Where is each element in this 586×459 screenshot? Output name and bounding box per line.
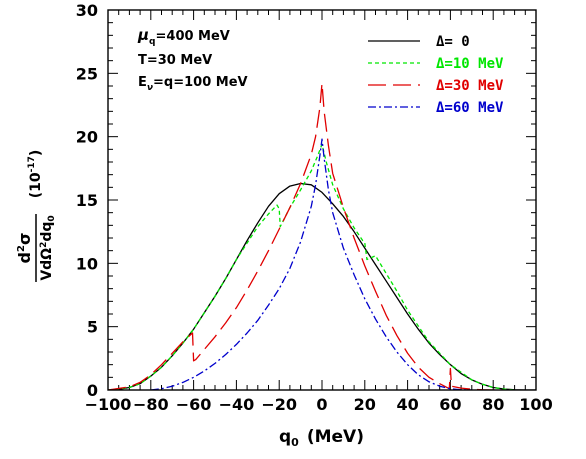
x-tick-label: 40 [396,395,418,414]
x-tick-labels: −100 −80 −60 −40 −20 0 20 40 60 80 100 [85,395,553,414]
x-tick-label: −100 [85,395,132,414]
series-line-1 [108,143,515,390]
y-label-scale: (10-17) [27,150,44,199]
y-tick-label: 25 [76,64,98,83]
series-line-3 [150,138,472,390]
plot-frame [107,9,537,391]
y-tick-label: 30 [76,1,98,20]
y-tick-labels: 0 5 10 15 20 25 30 [76,1,98,400]
param-enu-sub: ν [147,83,153,93]
x-label-main: q [279,427,291,447]
x-tick-label: 0 [316,395,327,414]
y-label-scale-exp: -17 [27,156,37,172]
x-axis-label: q0 (MeV) [279,427,364,449]
x-label-unit: (MeV) [307,427,364,447]
y-label-numerator: d2σ [15,233,34,264]
legend-label-3: Δ=60 MeV [436,100,504,116]
y-label-omega-sup: 2 [39,242,49,248]
param-enu-value: =q=100 MeV [153,75,248,90]
x-tick-label: 80 [482,395,504,414]
y-label-dq: dq [39,222,55,242]
series-line-2 [108,82,504,390]
y-label-sigma: σ [15,233,34,245]
param-neutrino-energy: Eν=q=100 MeV [138,75,248,93]
y-label-vdomega: VdΩ [39,248,55,281]
param-temperature: T=30 MeV [138,53,212,68]
y-tick-label: 5 [87,318,98,337]
param-mu: μq=400 MeV [137,26,230,47]
y-label-d-sup: 2 [16,245,27,252]
series-line-0 [108,182,536,390]
y-label-denominator: VdΩ2dq0 [39,215,57,280]
y-axis-label: d2σ VdΩ2dq0 (10-17) [15,150,57,282]
x-label-sub: 0 [291,436,299,449]
y-label-scale-open: (10 [28,172,44,198]
param-enu-symbol: E [138,75,147,90]
y-label-scale-close: ) [28,150,44,156]
y-tick-label: 0 [87,381,98,400]
y-tick-label: 10 [76,254,98,273]
y-label-d: d [15,252,34,263]
x-tick-label: 100 [519,395,552,414]
param-mu-symbol: μ [137,26,149,44]
x-tick-label: 20 [354,395,376,414]
series-lines [108,82,536,390]
legend-label-2: Δ=30 MeV [436,78,504,94]
x-tick-label: −40 [219,395,255,414]
param-mu-sub: q [149,37,155,47]
y-tick-label: 15 [76,191,98,210]
legend-label-0: Δ= 0 [436,34,470,50]
y-tick-label: 20 [76,128,98,147]
x-tick-label: 60 [439,395,461,414]
legend: Δ= 0 Δ=10 MeV Δ=30 MeV Δ=60 MeV [368,34,504,116]
legend-label-1: Δ=10 MeV [436,56,504,72]
y-label-q-sub: 0 [47,215,57,221]
param-mu-value: =400 MeV [156,29,230,44]
x-tick-label: −80 [133,395,169,414]
x-tick-label: −60 [176,395,212,414]
x-tick-label: −20 [261,395,297,414]
